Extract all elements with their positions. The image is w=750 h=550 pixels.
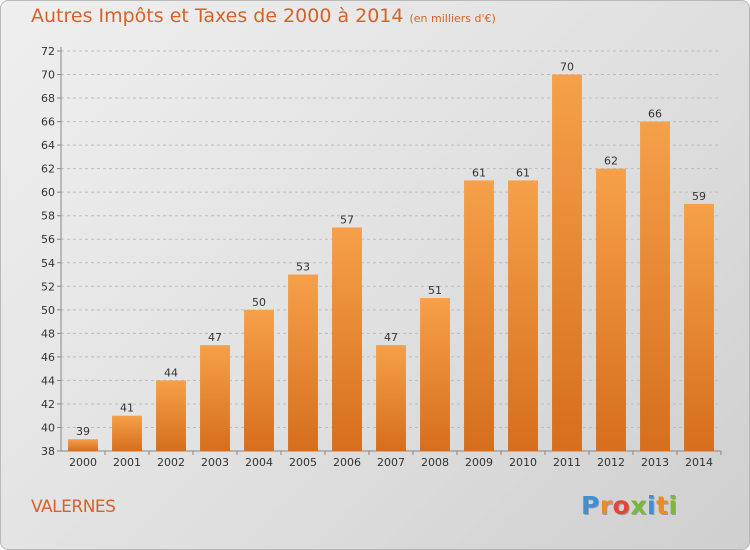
y-tick-label: 58	[41, 210, 55, 223]
x-tick-label: 2007	[377, 456, 405, 469]
x-tick-label: 2000	[69, 456, 97, 469]
data-label-2009: 61	[472, 166, 486, 179]
y-tick-label: 40	[41, 421, 55, 434]
y-tick-label: 68	[41, 92, 55, 105]
commune-name: VALERNES	[31, 497, 116, 517]
data-label-2005: 53	[296, 261, 310, 274]
bar-2010	[508, 180, 538, 452]
data-label-2007: 47	[384, 331, 398, 344]
logo-letter: i	[668, 491, 678, 520]
y-tick-label: 42	[41, 398, 55, 411]
y-tick-label: 54	[41, 257, 55, 270]
logo-letter: t	[656, 491, 669, 520]
x-tick-label: 2009	[465, 456, 493, 469]
data-label-2004: 50	[252, 296, 266, 309]
x-tick-label: 2005	[289, 456, 317, 469]
y-tick-label: 70	[41, 69, 55, 82]
bar-2005	[288, 274, 318, 451]
y-tick-label: 44	[41, 374, 55, 387]
y-tick-labels: 38 40 42 44 46 48 50 52 54 56 58 60 62 64 66 68 70 72	[41, 45, 55, 458]
data-label-2008: 51	[428, 284, 442, 297]
bar-2008	[420, 298, 450, 451]
x-tick-label: 2012	[597, 456, 625, 469]
x-tick-label: 2002	[157, 456, 185, 469]
bar-2002	[156, 380, 186, 451]
proxiti-logo: Proxiti	[581, 491, 678, 520]
x-tick-label: 2001	[113, 456, 141, 469]
x-tick-label: 2013	[641, 456, 669, 469]
data-label-2014: 59	[692, 190, 706, 203]
y-tick-label: 64	[41, 139, 55, 152]
bar-2001	[112, 415, 142, 451]
y-tick-label: 72	[41, 45, 55, 58]
data-label-2013: 66	[648, 108, 662, 121]
x-tick-label: 2010	[509, 456, 537, 469]
data-label-2006: 57	[340, 213, 354, 226]
bar-2012	[596, 168, 626, 451]
x-tick-label: 2004	[245, 456, 273, 469]
y-tick-label: 38	[41, 445, 55, 458]
y-tick-label: 52	[41, 280, 55, 293]
x-tick-label: 2014	[685, 456, 713, 469]
data-label-2001: 41	[120, 402, 134, 415]
y-tick-label: 48	[41, 327, 55, 340]
logo-letter: x	[630, 491, 647, 520]
bars	[68, 74, 714, 452]
x-tick-label: 2003	[201, 456, 229, 469]
bar-2004	[244, 309, 274, 451]
bar-2011	[552, 74, 582, 451]
bar-2000	[68, 439, 98, 451]
bar-2009	[464, 180, 494, 452]
data-label-2000: 39	[76, 425, 90, 438]
bar-2007	[376, 345, 406, 451]
x-tick-label: 2008	[421, 456, 449, 469]
bar-2013	[640, 121, 670, 452]
chart-subtitle: (en milliers d'€)	[409, 12, 496, 25]
chart-title: Autres Impôts et Taxes de 2000 à 2014	[31, 5, 404, 27]
logo-letter: r	[599, 491, 613, 520]
bar-2003	[200, 345, 230, 451]
y-tick-label: 56	[41, 233, 55, 246]
y-tick-label: 46	[41, 351, 55, 364]
logo-letter: P	[581, 491, 600, 520]
logo-letter: i	[647, 491, 657, 520]
data-label-2002: 44	[164, 366, 178, 379]
data-label-2010: 61	[516, 166, 530, 179]
title-row: Autres Impôts et Taxes de 2000 à 2014 (en…	[31, 5, 496, 27]
logo-letter: o	[612, 491, 631, 520]
bar-2006	[332, 227, 362, 451]
x-tick-label: 2011	[553, 456, 581, 469]
data-label-2003: 47	[208, 331, 222, 344]
y-tick-label: 66	[41, 116, 55, 129]
bar-2014	[684, 203, 714, 451]
data-label-2011: 70	[560, 61, 574, 74]
y-tick-label: 60	[41, 186, 55, 199]
x-tick-labels: 2000 2001 2002 2003 2004 2005 2006 2007 2008 2009…	[69, 456, 713, 469]
data-labels: 39 41 44 47 50 53 57 47 51 61 61 70 62 66 59	[76, 61, 706, 439]
data-label-2012: 62	[604, 155, 618, 168]
y-tick-label: 62	[41, 163, 55, 176]
x-tick-label: 2006	[333, 456, 361, 469]
y-tick-label: 50	[41, 304, 55, 317]
